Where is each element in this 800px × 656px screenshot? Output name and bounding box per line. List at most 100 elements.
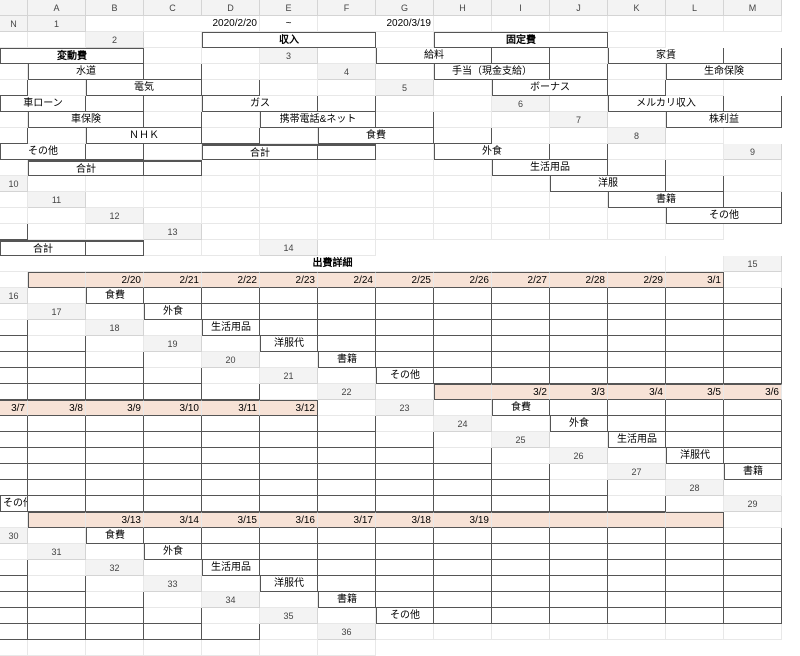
detail-cell[interactable] (202, 496, 260, 512)
detail-cell[interactable] (376, 288, 434, 304)
variable-value[interactable] (666, 176, 724, 192)
detail-cell[interactable] (202, 544, 260, 560)
detail-cell[interactable] (144, 464, 202, 480)
detail-cell[interactable] (28, 352, 86, 368)
cell[interactable] (434, 16, 492, 32)
detail-cell[interactable] (318, 480, 376, 496)
cell[interactable] (144, 320, 202, 336)
detail-cell[interactable] (666, 336, 724, 352)
detail-cell[interactable] (144, 528, 202, 544)
cell[interactable] (434, 80, 492, 96)
cell[interactable] (550, 464, 608, 480)
cell[interactable] (318, 224, 376, 240)
variable-value[interactable] (724, 192, 782, 208)
detail-cell[interactable] (202, 464, 260, 480)
row-header[interactable]: 6 (492, 96, 550, 112)
detail-cell[interactable] (260, 304, 318, 320)
detail-cell[interactable] (550, 336, 608, 352)
cell[interactable] (144, 192, 202, 208)
detail-cell[interactable] (666, 304, 724, 320)
detail-cell[interactable] (434, 368, 492, 384)
row-header[interactable]: 4 (318, 64, 376, 80)
detail-cell[interactable] (318, 528, 376, 544)
detail-cell[interactable] (724, 416, 782, 432)
row-header[interactable]: 27 (608, 464, 666, 480)
detail-cell[interactable] (666, 288, 724, 304)
cell[interactable] (260, 208, 318, 224)
detail-date[interactable] (550, 512, 608, 528)
cell[interactable] (550, 48, 608, 64)
detail-cell[interactable] (492, 480, 550, 496)
cell[interactable] (550, 96, 608, 112)
detail-cell[interactable] (550, 304, 608, 320)
detail-cell[interactable] (608, 496, 666, 512)
row-header[interactable]: 2 (86, 32, 144, 48)
cell[interactable] (0, 512, 28, 528)
detail-cell[interactable] (666, 432, 724, 448)
detail-cell[interactable] (28, 624, 86, 640)
row-header[interactable]: 22 (318, 384, 376, 400)
detail-cell[interactable] (608, 352, 666, 368)
detail-cell[interactable] (0, 608, 28, 624)
cell[interactable] (666, 16, 724, 32)
detail-cell[interactable] (434, 592, 492, 608)
detail-date[interactable] (608, 512, 666, 528)
detail-cell[interactable] (666, 400, 724, 416)
column-header[interactable]: B (86, 0, 144, 16)
detail-cell[interactable] (376, 304, 434, 320)
detail-cell[interactable] (724, 608, 782, 624)
detail-cell[interactable] (608, 336, 666, 352)
detail-cell[interactable] (434, 320, 492, 336)
detail-cell[interactable] (144, 624, 202, 640)
row-header[interactable]: 16 (0, 288, 28, 304)
cell[interactable] (666, 224, 724, 240)
income-value[interactable] (550, 64, 608, 80)
detail-cell[interactable] (434, 576, 492, 592)
detail-cell[interactable] (28, 576, 86, 592)
detail-cell[interactable] (724, 320, 782, 336)
cell[interactable] (28, 80, 86, 96)
detail-cell[interactable] (0, 576, 28, 592)
cell[interactable] (202, 208, 260, 224)
cell[interactable] (260, 192, 318, 208)
cell[interactable] (376, 96, 434, 112)
income-value[interactable] (0, 128, 28, 144)
income-total-value[interactable] (144, 160, 202, 176)
detail-cell[interactable] (434, 544, 492, 560)
cell[interactable] (376, 64, 434, 80)
cell[interactable] (608, 16, 666, 32)
cell[interactable] (86, 16, 144, 32)
column-header[interactable]: L (666, 0, 724, 16)
detail-cell[interactable] (86, 496, 144, 512)
row-header[interactable]: 25 (492, 432, 550, 448)
cell[interactable] (492, 624, 550, 640)
row-header[interactable]: 18 (86, 320, 144, 336)
detail-cell[interactable] (376, 544, 434, 560)
cell[interactable] (202, 608, 260, 624)
cell[interactable] (260, 64, 318, 80)
detail-cell[interactable] (376, 352, 434, 368)
cell[interactable] (260, 592, 318, 608)
cell[interactable] (550, 208, 608, 224)
cell[interactable] (550, 624, 608, 640)
detail-cell[interactable] (260, 288, 318, 304)
row-header[interactable]: 15 (724, 256, 782, 272)
detail-cell[interactable] (376, 336, 434, 352)
detail-cell[interactable] (202, 416, 260, 432)
detail-cell[interactable] (260, 496, 318, 512)
cell[interactable] (260, 640, 318, 656)
detail-cell[interactable] (550, 576, 608, 592)
cell[interactable] (144, 208, 202, 224)
cell[interactable] (376, 624, 434, 640)
cell[interactable] (28, 288, 86, 304)
detail-cell[interactable] (318, 544, 376, 560)
cell[interactable] (0, 272, 28, 288)
cell[interactable] (28, 32, 86, 48)
detail-cell[interactable] (492, 592, 550, 608)
cell[interactable] (202, 240, 260, 256)
detail-cell[interactable] (28, 336, 86, 352)
detail-cell[interactable] (86, 624, 144, 640)
detail-cell[interactable] (86, 384, 144, 400)
cell[interactable] (666, 80, 724, 96)
detail-cell[interactable] (202, 448, 260, 464)
